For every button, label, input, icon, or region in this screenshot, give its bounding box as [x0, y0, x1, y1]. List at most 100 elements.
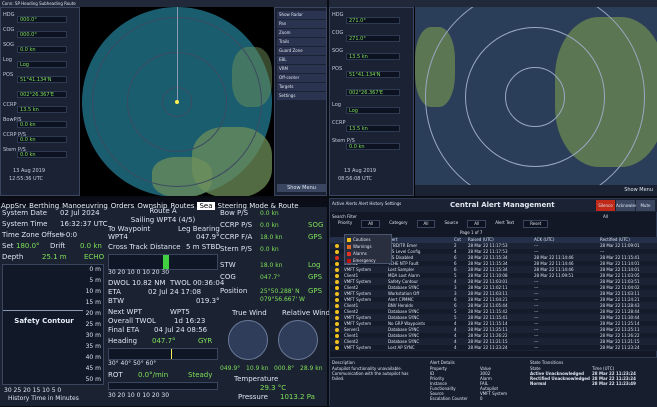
radar-field: Stern P/S 0.0 kn [332, 138, 412, 152]
tool-menu-item[interactable]: VRM [277, 65, 326, 73]
alert-column-header[interactable]: Alert [388, 237, 398, 242]
alert-action-button[interactable]: Mute [636, 200, 655, 211]
alert-rect-cell: 28 Mar 22 11:03:51 [600, 279, 640, 284]
rot-scale: 30 20 10 0 10 20 30 [108, 392, 170, 399]
radar-field-value: 0.0 kn [346, 143, 400, 150]
tab-routes[interactable]: Routes [170, 202, 195, 210]
alert-row[interactable]: Client1 BNV Heralds 6 28 Mar 22 11:05:44 ---… [330, 303, 657, 309]
alert-row[interactable]: VMFT System Alert CPMMC 6 28 Mar 22 11:04:2… [330, 297, 657, 303]
alert-cnt-cell: 4 [454, 339, 457, 344]
radar-scope-right[interactable]: Show Menu [415, 7, 657, 196]
alert-row[interactable]: Client1 MDA Lost Alarm 5 28 Mar 22 11:10:08… [330, 273, 657, 279]
alert-rect-cell: 28 Mar 22 11:21:15 [600, 339, 640, 344]
tool-menu-item[interactable]: Show Radar [277, 11, 326, 19]
alert-ack-cell: --- [534, 303, 539, 308]
tool-menu-item[interactable]: Trails [277, 38, 326, 46]
alert-alert-cell: Database SYNC [388, 327, 420, 332]
radar-field: POS 51°41.134'N [3, 72, 79, 84]
speed-source: GPS [308, 287, 323, 295]
filter-item[interactable]: All [361, 220, 381, 228]
alert-row[interactable]: Client2 Database SYNC 3 28 Mar 22 11:02:11 -… [330, 285, 657, 291]
alert-row[interactable]: VMFT System Workstation Off 3 28 Mar 22 11:… [330, 291, 657, 297]
radar-field-label: POS [3, 72, 14, 78]
radar-field-value: 0.0 kn [17, 151, 67, 158]
alert-column-header[interactable]: Raised (UTC) [468, 237, 494, 242]
tab-manoeuvring[interactable]: Manoeuvring [62, 202, 108, 210]
rot-gauge [108, 382, 218, 390]
alert-top-menu[interactable]: Active Alerts Alert History Settings [332, 201, 402, 206]
radar-field-label: Stern P/S [332, 138, 355, 144]
alert-row[interactable]: Client2 Database SYNC 5 28 Mar 22 11:15:42 -… [330, 309, 657, 315]
rel-wind-dir: 000.8° [274, 365, 295, 372]
filter-bar: Priority All Category All Source All Alert Tex… [332, 220, 654, 228]
radar-field-value: 51°41.134'N [17, 76, 67, 83]
filter-item[interactable]: All [467, 220, 487, 228]
heading-value: 047.7° [152, 337, 176, 345]
alert-row[interactable]: VMFT System No GRP Waypoints 4 28 Mar 22 11… [330, 321, 657, 327]
detail-row: Priority Alarm [430, 376, 520, 381]
detail-key: Source [430, 391, 444, 396]
alert-row[interactable]: VMFT System Lost Sampler 6 28 Mar 22 11:15:… [330, 267, 657, 273]
alert-column-header[interactable]: ACK (UTC) [534, 237, 555, 242]
alert-row[interactable]: VMFT System Database SYNC 5 28 Mar 22 11:15… [330, 315, 657, 321]
alert-action-button[interactable]: Silence All [596, 200, 615, 219]
filter-item[interactable]: All [416, 220, 436, 228]
alert-row[interactable]: Server1 Database SYNC 4 28 Mar 22 11:25:11 -… [330, 327, 657, 333]
alert-raised-cell: 28 Mar 22 11:03:11 [468, 291, 508, 296]
tool-menu-item[interactable]: EBL [277, 56, 326, 64]
show-menu-button-left[interactable]: Show Menu [277, 184, 326, 192]
radar-field: Log Log [332, 102, 412, 116]
tool-menu-item[interactable]: Off-center [277, 74, 326, 82]
next-wpt-label: Next WPT [108, 308, 142, 316]
page-indicator[interactable]: Page 1 of 7 [460, 230, 483, 235]
tab-orders[interactable]: Orders [110, 202, 135, 210]
heading-mode: GYR [198, 337, 213, 345]
filter-item: Alert Text [495, 220, 515, 225]
alert-column-header[interactable]: Rectified (UTC) [600, 237, 630, 242]
alert-priority-icon [335, 340, 339, 344]
alert-ack-cell: --- [534, 333, 539, 338]
alert-row[interactable]: Client2 Database SYNC 4 28 Mar 22 11:21:15 -… [330, 339, 657, 345]
alert-cnt-cell: 5 [454, 315, 457, 320]
temperature-value: 29.3 °C [260, 384, 287, 392]
tool-menu-item[interactable]: Settings [277, 92, 326, 100]
system-field-value: +0:0 [60, 231, 78, 239]
tool-menu-item[interactable]: Guard Zone [277, 47, 326, 55]
detail-key: Priority [430, 376, 445, 381]
alert-details-label: Alert Details [430, 360, 455, 365]
tool-menu-item[interactable]: Zoom [277, 29, 326, 37]
detail-key: Escalation Counter [430, 396, 468, 401]
radar-field-label: CCRP P/S [3, 132, 26, 138]
alert-cnt-cell: 4 [454, 345, 457, 350]
alert-column-header[interactable]: Cnt [454, 237, 461, 242]
relative-wind-dial [278, 320, 318, 360]
filter-item[interactable]: Reset [523, 220, 549, 228]
alert-priority-icon [335, 250, 339, 254]
alert-row[interactable]: VMFT System Safety Contour 4 28 Mar 22 11:0… [330, 279, 657, 285]
alert-rect-cell: 28 Mar 22 11:03:11 [600, 291, 640, 296]
alert-row[interactable]: Client1 Database SYNC 4 28 Mar 22 11:26:22 -… [330, 333, 657, 339]
tab-appsrv[interactable]: AppSrv [1, 202, 27, 210]
alert-action-button[interactable]: Acknowledge [616, 200, 643, 211]
speed-value: 18.0 kn [260, 234, 283, 241]
legend-label: Cautions [353, 237, 371, 242]
alert-raised-cell: 28 Mar 22 11:17:53 [468, 243, 508, 248]
tab-sea[interactable]: Sea [197, 202, 215, 210]
alert-priority-icon [335, 292, 339, 296]
alert-table: VMFT System STBD/TR Emer 2 28 Mar 22 11:17:… [330, 243, 657, 355]
tool-menu-item[interactable]: Targets [277, 83, 326, 91]
radar-scope-left[interactable] [82, 7, 272, 196]
tab-ownship[interactable]: Ownship [137, 202, 168, 210]
depth-scale-tick: 25 m [85, 321, 101, 328]
alert-src-cell: Client1 [344, 303, 359, 308]
show-menu-button-right[interactable]: Show Menu [415, 185, 657, 196]
tool-menu-item[interactable]: Pan [277, 20, 326, 28]
detail-key: ID [430, 371, 435, 376]
tab-steering-mode-route[interactable]: Steering Mode & Route [217, 202, 299, 210]
tab-berthing[interactable]: Berthing [29, 202, 60, 210]
radar-field-label: SOG [332, 48, 343, 54]
heading-label: Heading [108, 337, 138, 345]
alert-cnt-cell: 6 [454, 303, 457, 308]
radar-field-value: 002°26.367'E [17, 91, 67, 98]
alert-row[interactable]: VMFT System Lost AP SYNC 4 28 Mar 22 11:23:… [330, 345, 657, 351]
